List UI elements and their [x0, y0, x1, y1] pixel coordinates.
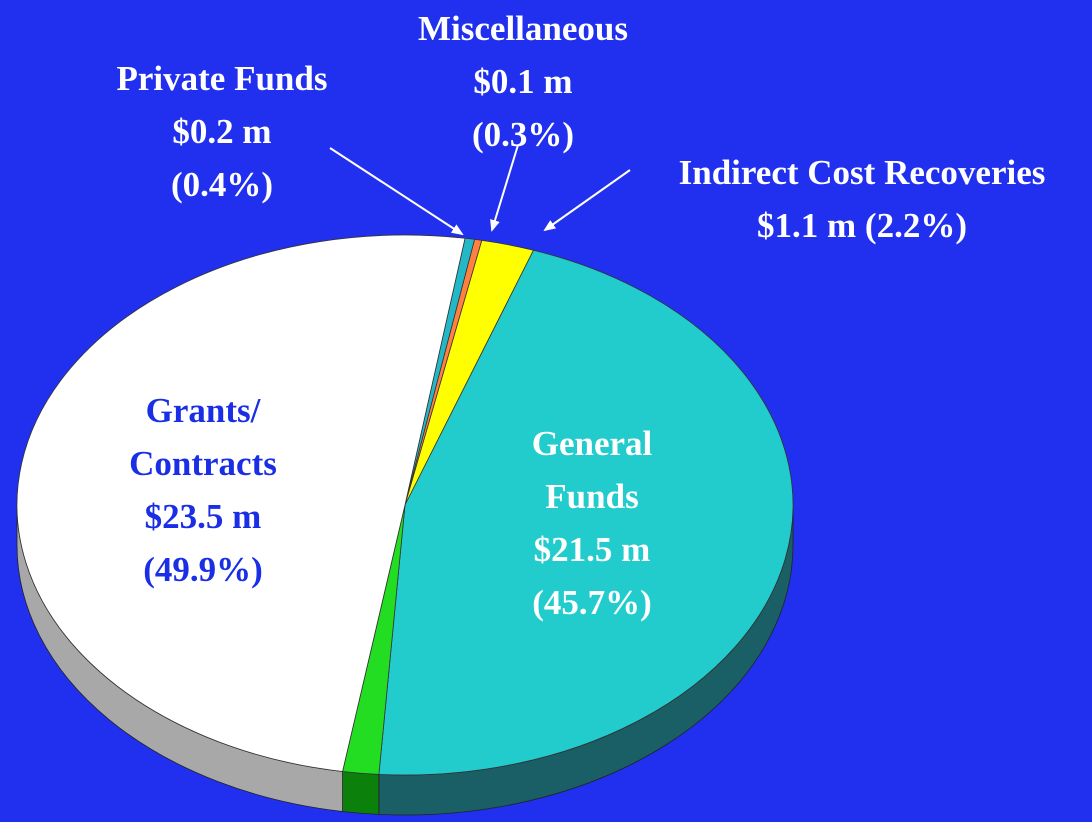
slice-label: Miscellaneous $0.1 m (0.3%)	[373, 2, 673, 161]
slice-label: Grants/ Contracts $23.5 m (49.9%)	[103, 384, 303, 596]
amount-label: $23.5 m	[144, 497, 262, 536]
amount-label: $1.1 m	[757, 206, 857, 245]
slice	[378, 249, 794, 776]
slice-label: General Funds $21.5 m (45.7%)	[497, 417, 687, 629]
percent-label: (0.3%)	[471, 115, 575, 154]
percent-label: (2.2%)	[864, 206, 967, 245]
category-label: General Funds	[531, 424, 653, 516]
amount-label: $21.5 m	[533, 530, 651, 569]
percent-label: (49.9%)	[143, 550, 263, 589]
category-label: Private Funds	[116, 59, 328, 98]
category-label: Grants/ Contracts	[129, 391, 277, 483]
amount-label: $0.2 m	[172, 112, 272, 151]
category-label: Indirect Cost Recoveries	[678, 153, 1046, 192]
category-label: Miscellaneous	[418, 9, 628, 48]
slice-label: Private Funds $0.2 m (0.4%)	[72, 52, 372, 211]
percent-label: (0.4%)	[170, 165, 274, 204]
value-line: $1.1 m (2.2%)	[632, 199, 1092, 252]
leader-line	[543, 169, 631, 232]
amount-label: $0.1 m	[473, 62, 573, 101]
slice	[16, 234, 466, 772]
leader-lines	[329, 144, 631, 236]
leader-line	[329, 147, 464, 236]
slice-label: Indirect Cost Recoveries $1.1 m (2.2%)	[632, 146, 1092, 252]
slice-side	[342, 771, 380, 815]
leader-line	[490, 144, 519, 232]
percent-label: (45.7%)	[532, 583, 652, 622]
